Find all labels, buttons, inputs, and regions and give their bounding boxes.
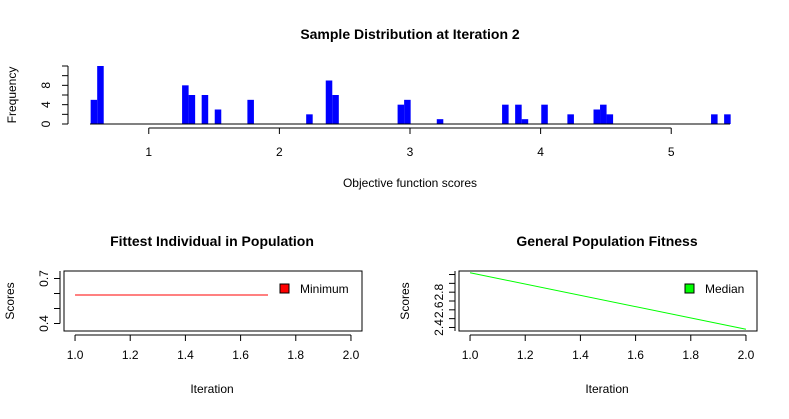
histogram-y-label: Frequency: [5, 67, 19, 124]
histogram-bar: [724, 114, 731, 124]
population-x-tick-label: 1.8: [682, 348, 699, 362]
fittest-y-tick-label: 0.4: [37, 315, 51, 332]
fittest-legend-swatch: [279, 283, 290, 294]
fittest-x-tick-label: 1.6: [232, 348, 249, 362]
histogram-bar: [404, 99, 411, 124]
histogram-bar: [567, 114, 574, 124]
histogram-bar: [593, 109, 601, 124]
histogram-bar: [97, 66, 104, 124]
population-y-label: Scores: [398, 282, 412, 319]
histogram-x-tick-label: 3: [407, 145, 414, 159]
population-x-tick-label: 2.0: [738, 348, 755, 362]
population-legend-label: Median: [705, 282, 744, 296]
fittest-plot-box: [63, 270, 363, 332]
population-plot-box: [458, 270, 758, 332]
histogram-bar: [214, 109, 222, 124]
population-x-tick-label: 1.2: [517, 348, 534, 362]
histogram-x-tick-label: 2: [276, 145, 283, 159]
fittest-y-tick-label: 0.7: [37, 270, 51, 287]
fittest-x-tick-label: 1.4: [177, 348, 194, 362]
histogram-y-tick-label: 4: [39, 101, 53, 108]
population-legend-swatch: [684, 283, 695, 294]
population-plot: Median 1.0 1.2 1.4 1.6 1.8 2.0 2.42.62.8: [432, 270, 758, 362]
fittest-x-tick-label: 1.8: [287, 348, 304, 362]
histogram-y-tick-label: 8: [39, 82, 53, 89]
histogram-bar: [325, 80, 333, 124]
population-x-label: Iteration: [585, 382, 628, 396]
histogram-bar: [436, 119, 444, 124]
population-y-tick-label: 2.8: [432, 284, 446, 301]
histogram-x-tick-label: 1: [145, 145, 152, 159]
histogram-axes: 1 2 3 4 5 0 4 8: [39, 65, 675, 159]
population-x-tick-label: 1.0: [462, 348, 479, 362]
histogram-bar: [600, 104, 607, 124]
population-y-tick-label: 2.4: [432, 319, 446, 336]
histogram-bar: [606, 114, 614, 124]
fittest-x-label: Iteration: [190, 382, 233, 396]
fittest-x-tick-label: 1.2: [122, 348, 139, 362]
histogram-panel: Sample Distribution at Iteration 2 Objec…: [5, 26, 731, 190]
histogram-bar: [502, 104, 509, 124]
histogram-bar: [397, 104, 405, 124]
histogram-bar: [247, 99, 254, 124]
histogram-bar: [541, 104, 548, 124]
fittest-plot: Minimum 1.0 1.2 1.4 1.6 1.8 2.0 0.4 0.7: [37, 270, 363, 362]
histogram-bar: [711, 114, 718, 124]
fittest-legend-label: Minimum: [300, 282, 349, 296]
population-x-tick-label: 1.4: [572, 348, 589, 362]
histogram-x-tick-label: 4: [537, 145, 544, 159]
fittest-panel: Fittest Individual in Population Iterati…: [3, 233, 363, 396]
population-y-tick-label: 2.6: [432, 301, 446, 318]
histogram-bar: [515, 104, 522, 124]
population-series-line: [469, 272, 747, 330]
histogram-x-label: Objective function scores: [343, 176, 477, 190]
fittest-x-tick-label: 2.0: [343, 348, 360, 362]
histogram-bar: [521, 119, 529, 124]
histogram-bar: [306, 114, 313, 124]
fittest-x-tick-label: 1.0: [67, 348, 84, 362]
population-panel: General Population Fitness Iteration Sco…: [398, 233, 758, 396]
histogram-bar: [201, 95, 209, 124]
histogram-title: Sample Distribution at Iteration 2: [300, 26, 520, 42]
histogram-x-tick-label: 5: [668, 145, 675, 159]
histogram-bars: [90, 66, 731, 125]
histogram-bar: [188, 95, 196, 124]
histogram-bar: [332, 95, 339, 124]
population-x-tick-label: 1.6: [627, 348, 644, 362]
population-title: General Population Fitness: [516, 233, 697, 249]
histogram-y-tick-label: 0: [39, 120, 53, 127]
fittest-title: Fittest Individual in Population: [110, 233, 314, 249]
histogram-bar: [182, 85, 189, 124]
histogram-bar: [90, 99, 98, 124]
fittest-y-label: Scores: [3, 282, 17, 319]
